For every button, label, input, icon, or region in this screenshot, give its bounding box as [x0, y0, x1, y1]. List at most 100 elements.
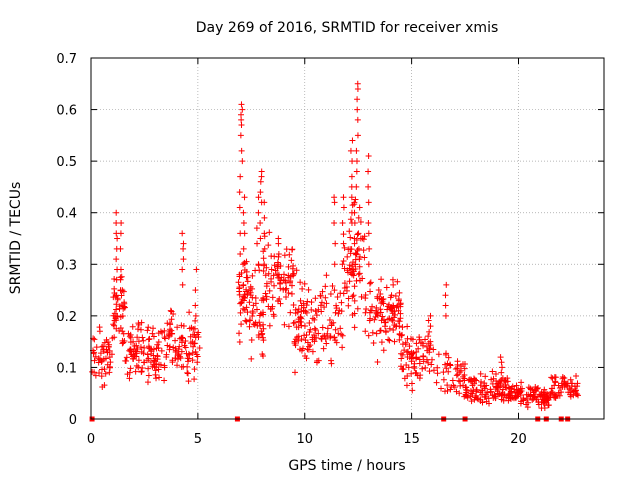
data-point — [168, 308, 175, 315]
data-point — [257, 235, 264, 242]
data-point — [98, 366, 105, 373]
data-point — [382, 329, 389, 336]
data-point — [433, 379, 440, 386]
data-point — [438, 385, 445, 392]
y-tick-label: 0 — [69, 413, 77, 428]
data-point — [192, 287, 199, 294]
data-point — [146, 335, 153, 342]
data-point — [322, 283, 329, 290]
data-point — [126, 375, 133, 382]
data-point — [549, 375, 556, 382]
data-point — [367, 279, 374, 286]
data-point — [258, 168, 265, 175]
data-point — [373, 310, 380, 317]
data-point — [351, 199, 358, 206]
data-point — [543, 397, 550, 404]
data-point — [306, 328, 313, 335]
data-point — [408, 380, 415, 387]
data-point — [495, 380, 502, 387]
data-point — [239, 106, 246, 113]
data-point — [457, 378, 464, 385]
data-point — [490, 375, 497, 382]
data-point — [354, 305, 361, 312]
data-point — [384, 306, 391, 313]
data-point — [107, 359, 114, 366]
data-point — [369, 303, 376, 310]
data-point — [573, 372, 580, 379]
data-point — [127, 365, 134, 372]
data-point — [135, 364, 142, 371]
data-point — [386, 337, 393, 344]
data-point — [351, 297, 358, 304]
data-point — [332, 240, 339, 247]
data-point — [265, 270, 272, 277]
data-point — [236, 189, 243, 196]
data-point — [507, 394, 514, 401]
data-point — [114, 296, 121, 303]
data-point — [281, 321, 288, 328]
data-point — [104, 361, 111, 368]
data-point — [184, 355, 191, 362]
data-point — [354, 80, 361, 87]
y-tick-label: 0.4 — [56, 207, 77, 222]
data-point — [304, 346, 311, 353]
data-point — [161, 362, 168, 369]
data-point — [488, 388, 495, 395]
data-point — [138, 368, 145, 375]
data-point — [184, 370, 191, 377]
data-point — [452, 366, 459, 373]
data-point — [362, 328, 369, 335]
data-point — [347, 234, 354, 241]
data-point — [498, 369, 505, 376]
data-point — [158, 347, 165, 354]
data-point — [297, 318, 304, 325]
data-point — [258, 328, 265, 335]
data-point — [189, 357, 196, 364]
data-point — [118, 292, 125, 299]
data-point — [408, 370, 415, 377]
data-point — [391, 314, 398, 321]
data-point — [435, 351, 442, 358]
data-point — [440, 369, 447, 376]
data-point — [321, 332, 328, 339]
data-point — [288, 282, 295, 289]
data-point — [266, 287, 273, 294]
data-point — [235, 279, 242, 286]
data-point — [541, 404, 548, 411]
data-point — [455, 377, 462, 384]
data-point — [374, 293, 381, 300]
data-point — [564, 383, 571, 390]
data-point — [394, 278, 401, 285]
data-point — [287, 309, 294, 316]
data-point — [99, 357, 106, 364]
data-point — [261, 245, 268, 252]
data-point — [499, 389, 506, 396]
data-point — [275, 250, 282, 257]
data-point — [444, 382, 451, 389]
data-point — [372, 307, 379, 314]
data-point — [399, 341, 406, 348]
data-point — [169, 359, 176, 366]
data-point — [338, 308, 345, 315]
data-point — [258, 297, 265, 304]
data-point — [96, 370, 103, 377]
data-point — [95, 355, 102, 362]
data-point — [177, 355, 184, 362]
data-point — [311, 325, 318, 332]
data-point — [426, 368, 433, 375]
data-point — [189, 349, 196, 356]
data-point — [318, 308, 325, 315]
data-point — [329, 283, 336, 290]
data-point — [323, 300, 330, 307]
data-point — [179, 266, 186, 273]
data-point — [404, 335, 411, 342]
data-point — [320, 345, 327, 352]
data-point — [236, 204, 243, 211]
data-point — [238, 147, 245, 154]
data-point — [390, 302, 397, 309]
data-point — [92, 372, 99, 379]
data-point — [250, 302, 257, 309]
data-point — [93, 344, 100, 351]
data-point — [268, 266, 275, 273]
data-point — [339, 261, 346, 268]
